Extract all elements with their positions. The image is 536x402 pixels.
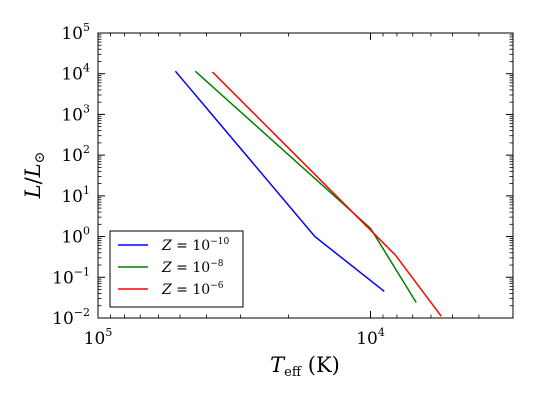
x-axis-label: Teff (K) xyxy=(270,353,340,380)
series-line-2 xyxy=(211,71,442,317)
series-group xyxy=(174,70,442,317)
y-tick-label: 102 xyxy=(61,143,90,166)
tick-group: 10−2 10−1 100 101 102 103 104 105 105 104 xyxy=(52,21,513,349)
y-tick-label: 103 xyxy=(61,102,90,125)
series-line-1 xyxy=(194,70,417,303)
y-tick-label: 100 xyxy=(61,225,90,248)
y-tick-label: 101 xyxy=(61,184,90,207)
y-tick-label: 104 xyxy=(61,62,90,85)
y-tick-label: 10−2 xyxy=(52,306,90,329)
legend-label-2: Z = 10−6 xyxy=(161,281,224,298)
y-axis-label: L/L⊙ xyxy=(21,152,48,200)
legend-label-0: Z = 10−10 xyxy=(161,237,229,254)
legend-label-1: Z = 10−8 xyxy=(161,259,224,276)
x-tick-label: 105 xyxy=(84,326,113,349)
legend-box xyxy=(109,230,244,308)
y-tick-label: 105 xyxy=(61,21,90,44)
series-line-0 xyxy=(174,70,385,292)
legend-entries: Z = 10−10 Z = 10−8 Z = 10−6 xyxy=(118,237,229,298)
y-tick-label: 10−1 xyxy=(52,265,90,288)
x-tick-label: 104 xyxy=(356,326,385,349)
legend: Z = 10−10 Z = 10−8 Z = 10−6 xyxy=(109,230,244,308)
